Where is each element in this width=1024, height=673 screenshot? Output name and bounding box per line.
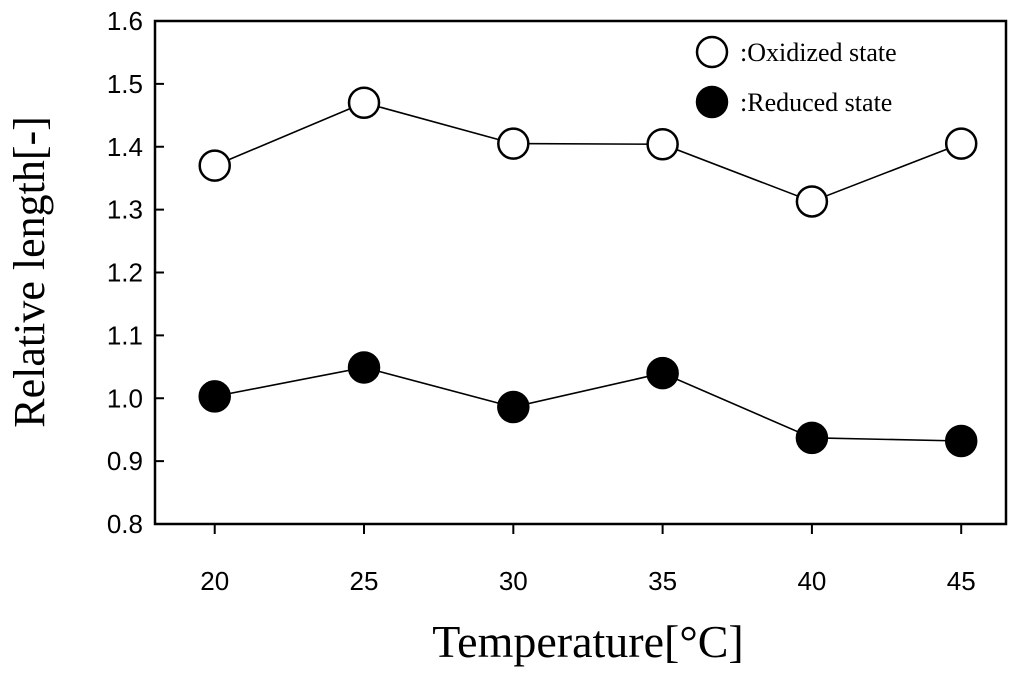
legend-label: :Reduced state — [740, 88, 892, 117]
y-axis-ticks: 0.8 0.9 1.0 1.1 1.2 1.3 1.4 1.5 1.6 — [107, 6, 164, 539]
oxidized-point — [497, 127, 530, 160]
x-tick-label: 30 — [499, 566, 528, 596]
series-line-1 — [214, 101, 962, 203]
reduced-point — [646, 356, 679, 390]
reduced-point — [944, 424, 978, 458]
legend: :Oxidized state :Reduced state — [695, 35, 897, 119]
y-tick-label: 1.5 — [107, 69, 143, 99]
reduced-point — [497, 390, 530, 424]
reduced-point — [795, 421, 829, 455]
y-tick-label: 1.0 — [107, 383, 143, 413]
y-tick-label: 0.9 — [107, 446, 143, 476]
x-tick-label: 40 — [797, 566, 826, 596]
oxidized-point — [944, 127, 978, 160]
y-tick-label: 1.4 — [107, 132, 143, 162]
legend-marker — [695, 85, 729, 119]
y-axis-title: Relative length[-] — [5, 116, 54, 428]
x-tick-label: 25 — [350, 566, 379, 596]
reduced-point — [198, 380, 231, 413]
x-axis-title: Temperature[°C] — [432, 616, 743, 667]
oxidized-point — [347, 86, 381, 119]
oxidized-point — [795, 185, 829, 218]
x-tick-label: 35 — [648, 566, 677, 596]
oxidized-point — [646, 127, 679, 161]
series-layer — [198, 86, 978, 458]
x-tick-label: 20 — [200, 566, 229, 596]
oxidized-point — [198, 149, 231, 182]
y-tick-label: 1.6 — [107, 6, 143, 36]
y-tick-label: 1.3 — [107, 195, 143, 225]
legend-label: :Oxidized state — [740, 38, 897, 67]
series-line-2 — [214, 366, 962, 442]
y-tick-label: 1.1 — [107, 320, 143, 350]
reduced-point — [347, 351, 381, 384]
x-axis-ticks: 20 25 30 35 40 45 — [200, 524, 976, 596]
y-tick-label: 1.2 — [107, 258, 143, 288]
y-tick-label: 0.8 — [107, 509, 143, 539]
legend-marker — [695, 35, 729, 69]
x-tick-label: 45 — [947, 566, 976, 596]
